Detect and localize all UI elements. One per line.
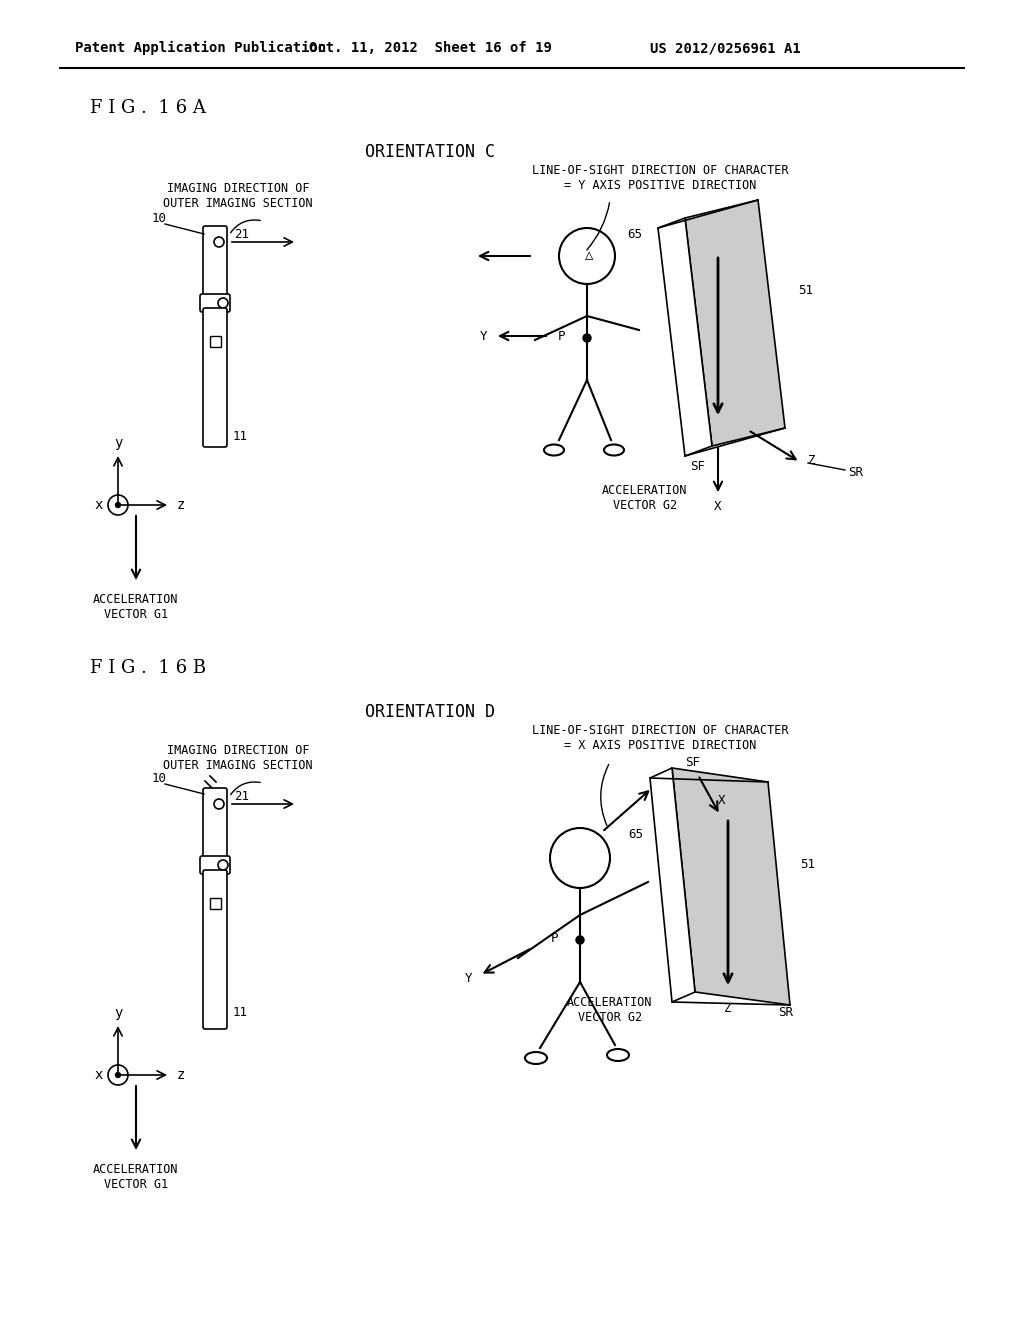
Text: LINE-OF-SIGHT DIRECTION OF CHARACTER
= X AXIS POSITIVE DIRECTION: LINE-OF-SIGHT DIRECTION OF CHARACTER = X…	[531, 723, 788, 752]
Polygon shape	[658, 218, 712, 455]
Circle shape	[108, 495, 128, 515]
Circle shape	[218, 298, 228, 308]
Circle shape	[214, 238, 224, 247]
Ellipse shape	[607, 1049, 629, 1061]
Text: Y: Y	[479, 330, 487, 342]
Ellipse shape	[604, 445, 624, 455]
Text: z: z	[177, 1068, 185, 1082]
Text: IMAGING DIRECTION OF
OUTER IMAGING SECTION: IMAGING DIRECTION OF OUTER IMAGING SECTI…	[163, 744, 312, 772]
Text: △: △	[585, 248, 593, 261]
FancyBboxPatch shape	[203, 788, 227, 861]
Text: 21: 21	[234, 789, 249, 803]
Text: 10: 10	[152, 771, 167, 784]
Text: ACCELERATION
VECTOR G1: ACCELERATION VECTOR G1	[93, 593, 179, 620]
FancyBboxPatch shape	[200, 294, 230, 312]
Text: Y: Y	[465, 972, 472, 985]
Text: Oct. 11, 2012  Sheet 16 of 19: Oct. 11, 2012 Sheet 16 of 19	[308, 41, 552, 55]
Text: P: P	[557, 330, 565, 343]
Circle shape	[116, 503, 121, 507]
FancyBboxPatch shape	[203, 308, 227, 447]
Circle shape	[575, 936, 584, 944]
Text: IMAGING DIRECTION OF
OUTER IMAGING SECTION: IMAGING DIRECTION OF OUTER IMAGING SECTI…	[163, 182, 312, 210]
Circle shape	[218, 861, 228, 870]
Text: X: X	[718, 793, 725, 807]
Circle shape	[559, 228, 615, 284]
Text: US 2012/0256961 A1: US 2012/0256961 A1	[650, 41, 801, 55]
Text: Patent Application Publication: Patent Application Publication	[75, 41, 327, 55]
Text: ACCELERATION
VECTOR G1: ACCELERATION VECTOR G1	[93, 1163, 179, 1191]
Text: ORIENTATION D: ORIENTATION D	[365, 704, 495, 721]
Text: SF: SF	[690, 459, 706, 473]
Text: 65: 65	[627, 228, 642, 242]
Bar	[210, 337, 221, 347]
Text: SF: SF	[685, 755, 700, 768]
Text: 51: 51	[800, 858, 815, 871]
Text: ACCELERATION
VECTOR G2: ACCELERATION VECTOR G2	[567, 997, 652, 1024]
Text: y: y	[114, 436, 122, 450]
Text: F I G .  1 6 A: F I G . 1 6 A	[90, 99, 206, 117]
Circle shape	[583, 334, 591, 342]
Polygon shape	[650, 768, 695, 1002]
Circle shape	[214, 799, 224, 809]
Polygon shape	[672, 768, 790, 1005]
Ellipse shape	[525, 1052, 547, 1064]
Text: LINE-OF-SIGHT DIRECTION OF CHARACTER
= Y AXIS POSITIVE DIRECTION: LINE-OF-SIGHT DIRECTION OF CHARACTER = Y…	[531, 164, 788, 191]
Text: 51: 51	[798, 284, 813, 297]
Text: P: P	[551, 932, 558, 945]
Text: ACCELERATION
VECTOR G2: ACCELERATION VECTOR G2	[602, 484, 688, 512]
Circle shape	[116, 1072, 121, 1077]
Ellipse shape	[544, 445, 564, 455]
Text: SR: SR	[778, 1006, 793, 1019]
Text: y: y	[114, 1006, 122, 1020]
Text: 11: 11	[233, 429, 248, 442]
Text: x: x	[94, 1068, 103, 1082]
Bar	[210, 898, 221, 909]
Text: F I G .  1 6 B: F I G . 1 6 B	[90, 659, 206, 677]
Circle shape	[108, 1065, 128, 1085]
Text: X: X	[715, 499, 722, 512]
FancyBboxPatch shape	[200, 855, 230, 874]
Text: x: x	[94, 498, 103, 512]
Text: z: z	[177, 498, 185, 512]
Text: Z: Z	[724, 1002, 732, 1015]
Polygon shape	[685, 201, 785, 446]
Text: 10: 10	[152, 211, 167, 224]
FancyBboxPatch shape	[203, 870, 227, 1030]
Circle shape	[550, 828, 610, 888]
Text: 11: 11	[233, 1006, 248, 1019]
Text: ORIENTATION C: ORIENTATION C	[365, 143, 495, 161]
Text: 65: 65	[628, 829, 643, 842]
Text: Z: Z	[808, 454, 815, 466]
Text: SR: SR	[848, 466, 863, 479]
FancyBboxPatch shape	[203, 226, 227, 298]
Text: 21: 21	[234, 227, 249, 240]
